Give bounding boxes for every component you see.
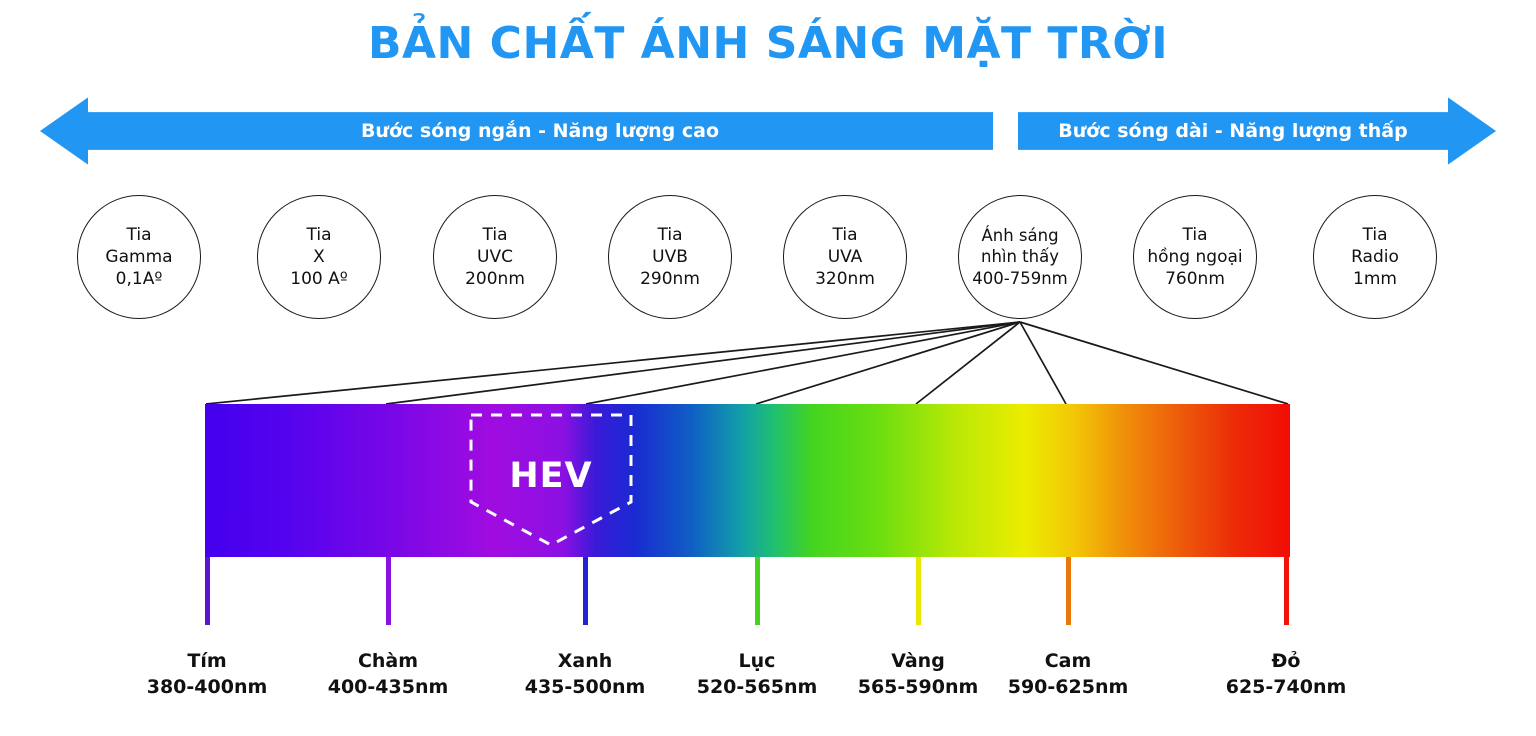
ray-circle-gamma: Tia Gamma 0,1Aº (77, 195, 201, 319)
ray-sub: X (313, 246, 325, 267)
ray-name: Tia (306, 224, 332, 245)
color-name: Vàng (891, 650, 945, 672)
ray-sub: nhìn thấy (980, 247, 1059, 267)
ray-value: 200nm (465, 269, 525, 290)
color-label-xanh: Xanh 435-500nm (475, 648, 695, 700)
short-wavelength-arrow-icon (40, 97, 993, 165)
ray-sub: hồng ngoại (1147, 246, 1243, 267)
ray-sub: Gamma (105, 246, 173, 267)
tick-vang (916, 557, 921, 625)
color-range: 565-590nm (857, 676, 979, 699)
color-name: Lục (738, 650, 776, 672)
ray-name: Tia (832, 224, 858, 245)
hev-badge: HEV (468, 412, 634, 548)
color-label-cam: Cam 590-625nm (958, 648, 1178, 700)
tick-luc (755, 557, 760, 625)
tick-tim (205, 557, 210, 625)
tick-cham (386, 557, 391, 625)
color-label-cham: Chàm 400-435nm (278, 648, 498, 700)
color-name: Cam (1044, 650, 1092, 672)
wavelength-arrow-band: Bước sóng ngắn - Năng lượng cao Bước són… (0, 96, 1536, 166)
color-name: Đỏ (1271, 650, 1301, 672)
ray-circle-uvc: Tia UVC 200nm (433, 195, 557, 319)
ray-sub: Radio (1351, 246, 1399, 267)
ray-sub: UVA (827, 246, 863, 267)
page-title: BẢN CHẤT ÁNH SÁNG MẶT TRỜI (367, 18, 1169, 69)
ray-value: 290nm (640, 269, 700, 290)
tick-xanh (583, 557, 588, 625)
ray-circle-uvb: Tia UVB 290nm (608, 195, 732, 319)
color-name: Xanh (557, 650, 613, 672)
connector-line (1019, 321, 1289, 405)
ray-value: 0,1Aº (115, 269, 163, 290)
color-range: 520-565nm (696, 676, 818, 699)
ray-name: Tia (657, 224, 683, 245)
ray-name: Tia (1182, 224, 1208, 245)
ray-circle-visible-light: Ánh sáng nhìn thấy 400-759nm (958, 195, 1082, 319)
ray-circle-uva: Tia UVA 320nm (783, 195, 907, 319)
color-range: 590-625nm (1007, 676, 1129, 699)
hev-outline-icon (469, 413, 633, 547)
ray-name: Ánh sáng (981, 225, 1059, 245)
ray-circle-infrared: Tia hồng ngoại 760nm (1133, 195, 1257, 319)
tick-do (1284, 557, 1289, 625)
connector-line (385, 321, 1021, 405)
color-name: Chàm (357, 650, 419, 672)
connector-line (1019, 321, 1067, 405)
ray-circle-x: Tia X 100 Aº (257, 195, 381, 319)
tick-cam (1066, 557, 1071, 625)
color-label-luc: Lục 520-565nm (647, 648, 867, 700)
ray-value: 400-759nm (972, 268, 1068, 288)
color-range: 380-400nm (146, 676, 268, 699)
hev-label: HEV (509, 456, 593, 496)
color-label-tim: Tím 380-400nm (97, 648, 317, 700)
visible-spectrum-bar (205, 404, 1290, 557)
connector-line (755, 321, 1021, 405)
ray-value: 100 Aº (290, 269, 348, 290)
ray-value: 1mm (1353, 269, 1397, 290)
ray-sub: UVC (477, 246, 513, 267)
connector-line (585, 321, 1021, 405)
ray-sub: UVB (652, 246, 688, 267)
ray-circle-radio: Tia Radio 1mm (1313, 195, 1437, 319)
color-range: 435-500nm (524, 676, 646, 699)
color-name: Tím (187, 650, 227, 672)
ray-name: Tia (482, 224, 508, 245)
ray-name: Tia (126, 224, 152, 245)
color-range: 625-740nm (1225, 676, 1347, 699)
color-label-do: Đỏ 625-740nm (1176, 648, 1396, 700)
ray-value: 760nm (1165, 269, 1225, 290)
color-range: 400-435nm (327, 676, 449, 699)
connector-line (205, 321, 1021, 405)
long-wavelength-arrow-icon (1018, 96, 1496, 166)
connector-line (915, 321, 1021, 405)
ray-value: 320nm (815, 269, 875, 290)
color-label-vang: Vàng 565-590nm (808, 648, 1028, 700)
ray-name: Tia (1362, 224, 1388, 245)
